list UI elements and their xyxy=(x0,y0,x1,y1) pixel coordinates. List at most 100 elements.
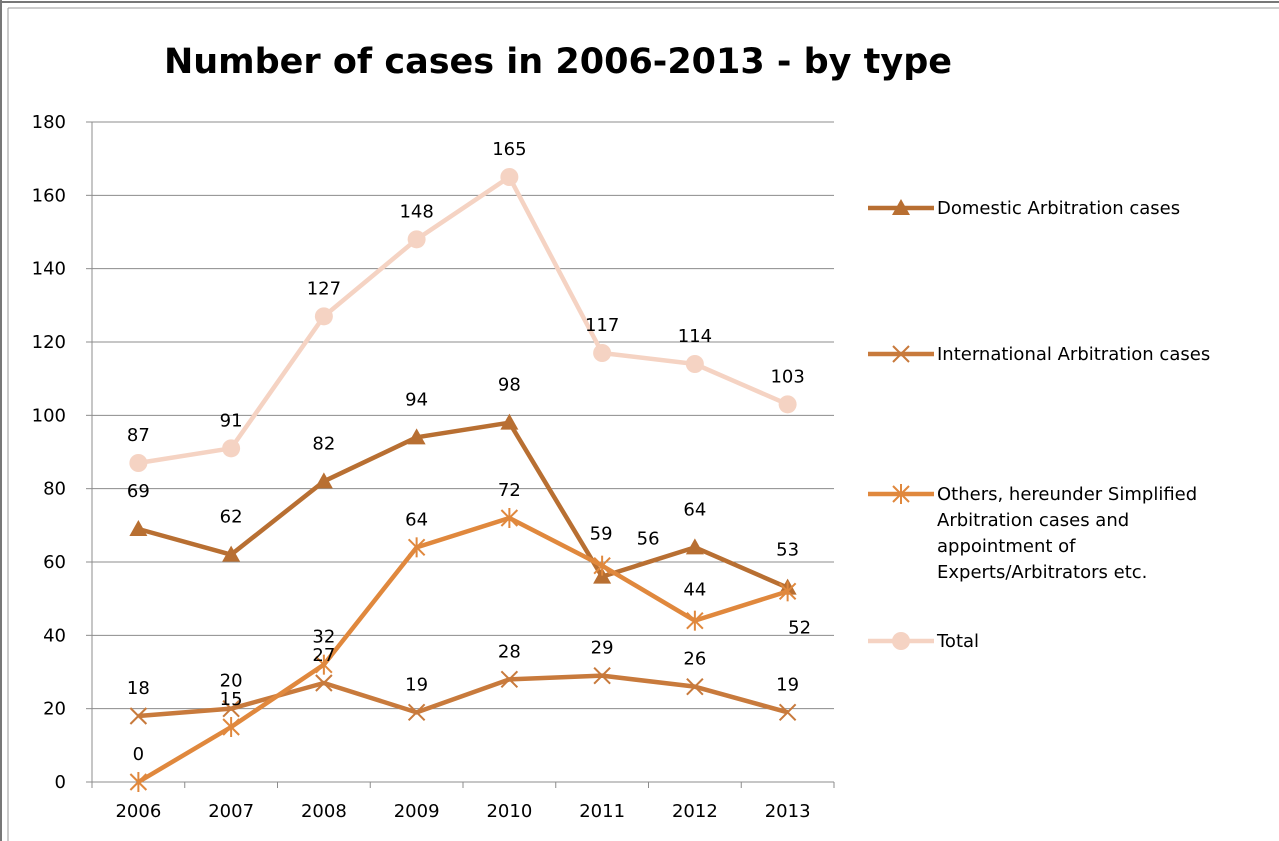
legend-label: International Arbitration cases xyxy=(937,344,1210,365)
x-tick-label: 2012 xyxy=(672,801,718,822)
legend-entry-1: International Arbitration cases xyxy=(868,344,1210,365)
y-tick-label: 160 xyxy=(32,185,66,206)
legend-entry-0: Domestic Arbitration cases xyxy=(868,198,1180,219)
y-tick-label: 140 xyxy=(32,259,66,280)
x-tick-label: 2007 xyxy=(208,801,254,822)
x-marker-stroke xyxy=(686,677,704,696)
x-marker xyxy=(500,670,519,689)
series-3 xyxy=(129,168,797,472)
x-marker-stroke xyxy=(892,345,910,363)
y-tick-label: 40 xyxy=(43,625,66,646)
data-label: 20 xyxy=(220,671,243,692)
chart-title: Number of cases in 2006-2013 - by type xyxy=(164,42,952,82)
star-marker xyxy=(686,610,704,631)
data-label: 69 xyxy=(127,481,150,502)
x-marker xyxy=(892,345,910,363)
x-marker xyxy=(129,707,148,725)
x-marker xyxy=(593,666,611,685)
circle-marker xyxy=(593,344,612,362)
data-label: 19 xyxy=(405,674,428,695)
legend-label: Arbitration cases and xyxy=(937,510,1129,531)
series-layer xyxy=(129,168,797,792)
data-label: 98 xyxy=(498,375,521,396)
y-tick-label: 120 xyxy=(32,332,66,353)
data-label: 87 xyxy=(127,425,150,446)
x-marker-stroke xyxy=(500,670,519,689)
x-marker xyxy=(315,674,333,692)
legend-label: Others, hereunder Simplified xyxy=(937,484,1197,505)
data-label: 127 xyxy=(307,278,341,299)
data-label: 94 xyxy=(405,389,428,410)
data-label: 0 xyxy=(133,744,144,765)
star-marker xyxy=(315,654,333,675)
triangle-marker xyxy=(129,520,148,536)
data-label: 53 xyxy=(776,540,799,561)
x-marker-stroke xyxy=(407,703,426,722)
circle-marker xyxy=(500,168,519,186)
triangle-marker xyxy=(222,545,241,562)
circle-marker xyxy=(892,632,910,650)
triangle-marker xyxy=(685,538,704,555)
triangle-marker xyxy=(500,413,519,430)
x-marker xyxy=(407,703,426,722)
data-label: 28 xyxy=(498,641,521,662)
x-marker-stroke xyxy=(315,674,333,692)
star-marker xyxy=(778,581,797,602)
x-marker-stroke xyxy=(129,707,148,725)
circle-marker xyxy=(222,439,241,458)
data-label: 52 xyxy=(788,617,811,638)
data-label: 44 xyxy=(683,580,706,601)
x-tick-label: 2006 xyxy=(115,801,161,822)
circle-marker xyxy=(407,230,426,249)
data-label: 82 xyxy=(312,433,335,454)
x-marker-stroke xyxy=(593,666,611,685)
triangle-marker xyxy=(407,428,426,445)
x-marker-stroke xyxy=(778,703,797,722)
data-label: 19 xyxy=(776,674,799,695)
legend-label: Total xyxy=(936,631,979,652)
x-marker xyxy=(686,677,704,696)
x-marker xyxy=(778,703,797,722)
data-label: 26 xyxy=(683,649,706,670)
legend-label: Domestic Arbitration cases xyxy=(937,198,1180,219)
y-tick-label: 0 xyxy=(55,772,66,793)
data-label: 29 xyxy=(591,638,614,659)
gridlines xyxy=(92,121,834,710)
y-tick-label: 180 xyxy=(32,112,66,133)
circle-marker xyxy=(129,454,148,472)
star-marker xyxy=(892,484,910,504)
x-marker xyxy=(222,699,240,718)
data-label: 18 xyxy=(127,678,150,699)
series-line xyxy=(137,515,789,784)
data-label: 32 xyxy=(312,627,335,648)
legend-entry-2: Others, hereunder Simplified Arbitration … xyxy=(868,484,1197,583)
star-marker xyxy=(593,555,611,576)
legend-entry-3: Total xyxy=(868,631,979,652)
x-marker-stroke xyxy=(222,699,240,718)
triangle-marker xyxy=(314,472,333,489)
data-label: 59 xyxy=(590,524,613,545)
triangle-marker xyxy=(892,199,910,215)
data-label: 114 xyxy=(678,326,712,347)
data-label: 27 xyxy=(312,645,335,666)
y-tick-label: 20 xyxy=(43,699,66,720)
y-tick-label: 60 xyxy=(43,552,66,573)
circle-marker xyxy=(685,355,704,373)
data-labels: 69 62 82 94 98 56 64 53 18 20 27 19 28 29 26 19 0 15 32 64 7… xyxy=(127,139,811,765)
series-line xyxy=(138,174,789,466)
data-label: 117 xyxy=(585,315,619,336)
data-label: 62 xyxy=(220,507,243,528)
data-label: 56 xyxy=(637,529,660,550)
star-marker xyxy=(222,717,240,737)
y-tick-label: 100 xyxy=(32,405,66,426)
series-line xyxy=(137,420,789,590)
data-label: 103 xyxy=(770,366,804,387)
circle-marker xyxy=(314,307,333,326)
star-marker xyxy=(500,508,519,528)
series-1 xyxy=(129,666,797,725)
legend-label: Experts/Arbitrators etc. xyxy=(937,562,1147,583)
series-line xyxy=(138,673,789,719)
